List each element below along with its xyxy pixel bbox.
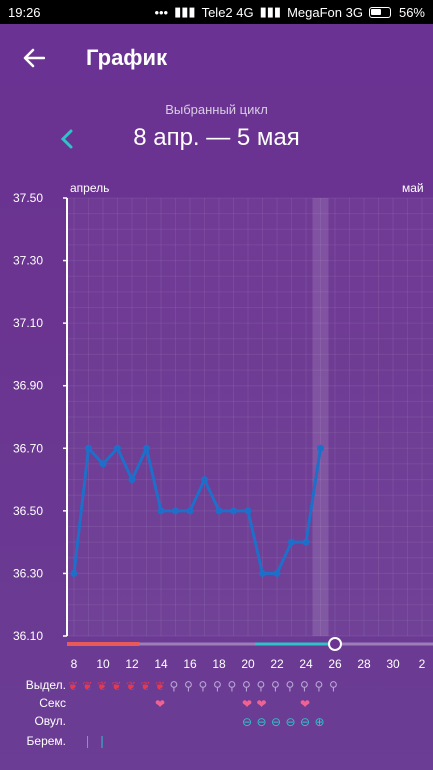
legend-pregnancy: Берем. [26,734,66,748]
status-bar: 19:26 ••• ▮▮▮ Tele2 4G ▮▮▮ MegaFon 3G 56… [0,0,433,24]
data-point [143,444,150,452]
status-carrier2: MegaFon 3G [287,4,363,20]
x-tick-label: 24 [299,657,313,671]
ovulation-minus-icon: ⊖ [271,715,282,729]
discharge-icon: ⚲ [169,679,179,693]
discharge-icon: ⚲ [256,679,266,693]
signal-icon: ▮▮▮ [259,4,282,19]
data-point [244,507,252,515]
discharge-icon: ⚲ [184,679,193,693]
discharge-drop-icon: ❦ [68,679,79,693]
month-start-label: апрель [70,181,110,195]
page-title: График [86,45,168,70]
cycle-label: Выбранный цикл [165,102,268,117]
data-point [172,507,179,515]
x-tick-label: 30 [386,657,400,671]
data-point [114,444,121,452]
data-point [215,507,223,515]
legend-ovulation: Овул. [34,714,66,728]
data-point [317,444,324,452]
data-point [302,538,310,546]
heart-icon: ❤ [300,697,311,711]
status-carrier1: Tele2 4G [201,4,254,20]
temperature-line [72,446,322,575]
prev-cycle-button[interactable] [52,124,82,154]
discharge-icon: ⚲ [329,679,338,693]
y-tick-label: 36.50 [13,504,43,518]
month-end-label: май [402,181,424,195]
ovulation-minus-icon: ⊖ [285,715,296,729]
discharge-icon: ⚲ [271,679,280,693]
cycle-range: 8 апр. — 5 мая [133,124,300,151]
ovulation-plus-icon: ⊕ [314,715,325,729]
data-point [128,476,136,484]
data-point [186,507,194,515]
data-point [201,476,208,484]
discharge-icon: ⚲ [213,679,222,693]
heart-icon: ❤ [256,697,267,711]
data-point [230,507,237,515]
discharge-drop-icon: ❦ [155,679,166,693]
x-tick-label: 14 [154,657,168,671]
arrow-left-icon [23,48,45,68]
data-point [273,569,281,577]
discharge-drop-icon: ❦ [82,679,93,693]
discharge-drop-icon: ❦ [140,679,151,693]
highlight-day-column [312,198,329,636]
data-point [288,538,295,546]
y-tick-label: 37.10 [13,316,43,330]
heart-icon: ❤ [155,697,166,711]
status-time: 19:26 [8,4,41,20]
y-tick-label: 36.30 [13,566,43,580]
x-tick-label: 22 [270,657,284,671]
discharge-icon: ⚲ [227,679,237,693]
dots-icon: ••• [154,4,169,20]
pregnancy-test-icon: ❘ [82,734,93,748]
data-point [259,569,266,577]
x-tick-label: 18 [212,657,226,671]
battery-icon [368,6,391,18]
x-tick-label: 20 [241,657,255,671]
status-icons: ••• ▮▮▮ Tele2 4G ▮▮▮ MegaFon 3G 56% [154,4,425,20]
x-tick-label: 12 [125,657,139,671]
discharge-icon: ⚲ [300,679,309,693]
legend-sex: Секс [39,696,66,710]
toolbar: График [0,24,433,92]
discharge-icon: ⚲ [314,679,324,693]
x-tick-label: 2 [419,657,426,671]
chevron-left-icon [60,129,73,149]
y-tick-label: 36.90 [13,379,43,393]
x-tick-label: 10 [96,657,110,671]
discharge-icon: ⚲ [198,679,208,693]
x-tick-label: 26 [328,657,342,671]
discharge-icon: ⚲ [285,679,295,693]
data-point [99,460,107,468]
data-point [70,569,78,577]
y-tick-label: 36.10 [13,629,43,643]
current-day-marker [328,637,342,651]
status-battery: 56% [398,4,425,20]
data-point [85,444,92,452]
y-tick-label: 37.30 [13,254,43,268]
discharge-drop-icon: ❦ [111,679,122,693]
x-tick-label: 8 [71,657,78,671]
heart-icon: ❤ [242,697,253,711]
discharge-drop-icon: ❦ [126,679,137,693]
y-tick-label: 37.50 [13,191,43,205]
data-point [157,507,165,515]
ovulation-minus-icon: ⊖ [300,715,311,729]
discharge-icon: ⚲ [242,679,251,693]
y-tick-label: 36.70 [13,441,43,455]
legend-discharge: Выдел. [25,678,66,692]
back-button[interactable] [0,24,68,92]
temperature-chart[interactable]: 37.50 37.30 37.10 36.90 36.70 36.50 36.30 36.10… [0,188,433,678]
discharge-drop-icon: ❦ [97,679,108,693]
signal-icon: ▮▮▮ [174,4,196,19]
ovulation-minus-icon: ⊖ [256,715,267,729]
pregnancy-test-icon: ❘ [97,734,108,748]
x-tick-label: 16 [183,657,197,671]
ovulation-minus-icon: ⊖ [242,715,253,729]
plot-area [67,198,433,636]
x-tick-label: 28 [357,657,371,671]
